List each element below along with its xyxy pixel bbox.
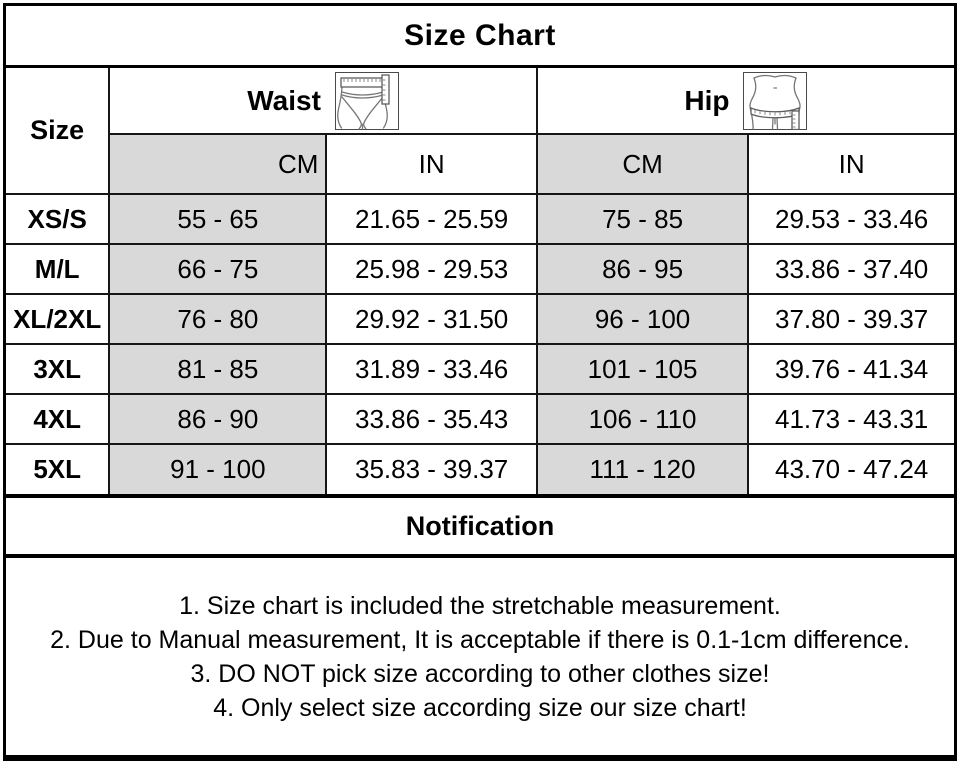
table-row: XS/S 55 - 65 21.65 - 25.59 75 - 85 29.53…	[4, 193, 955, 245]
hip-in-header: IN	[747, 133, 955, 195]
hip-in-cell: 29.53 - 33.46	[747, 193, 955, 245]
hip-in-cell: 41.73 - 43.31	[747, 393, 955, 445]
group-header-row: Size Waist	[4, 67, 956, 195]
page-title: Size Chart	[6, 6, 954, 68]
waist-measure-icon	[334, 71, 399, 130]
hip-cm-header: CM	[535, 133, 750, 195]
waist-cm-cell: 91 - 100	[108, 443, 328, 495]
waist-cm-cell: 86 - 90	[108, 393, 328, 445]
waist-cm-cell: 66 - 75	[108, 243, 328, 295]
hip-cm-cell: 111 - 120	[535, 443, 750, 495]
notification-title: Notification	[6, 494, 954, 558]
size-cell: 5XL	[4, 443, 111, 495]
hip-in-cell: 33.86 - 37.40	[747, 243, 955, 295]
size-chart-panel: Size Chart Size Waist	[3, 3, 957, 761]
waist-in-cell: 21.65 - 25.59	[325, 193, 538, 245]
hip-cm-cell: 106 - 110	[535, 393, 750, 445]
size-column-header: Size	[4, 67, 111, 195]
note-line: 2. Due to Manual measurement, It is acce…	[50, 625, 910, 654]
table-row: 3XL 81 - 85 31.89 - 33.46 101 - 105 39.7…	[4, 343, 955, 395]
notification-notes: 1. Size chart is included the stretchabl…	[6, 558, 954, 755]
hip-label: Hip	[684, 84, 730, 116]
note-line: 3. DO NOT pick size according to other c…	[190, 659, 770, 688]
hip-cm-cell: 75 - 85	[535, 193, 750, 245]
size-cell: 3XL	[4, 343, 111, 395]
table-row: 4XL 86 - 90 33.86 - 35.43 106 - 110 41.7…	[4, 393, 955, 445]
waist-in-cell: 25.98 - 29.53	[325, 243, 538, 295]
table-row: M/L 66 - 75 25.98 - 29.53 86 - 95 33.86 …	[4, 243, 955, 295]
hip-in-cell: 43.70 - 47.24	[747, 443, 955, 495]
note-line: 1. Size chart is included the stretchabl…	[179, 591, 781, 620]
waist-in-cell: 29.92 - 31.50	[325, 293, 538, 345]
size-cell: XL/2XL	[4, 293, 111, 345]
hip-in-cell: 39.76 - 41.34	[747, 343, 955, 395]
waist-in-header: IN	[325, 133, 538, 195]
note-line: 4. Only select size according size our s…	[213, 693, 747, 722]
hip-cm-cell: 86 - 95	[535, 243, 750, 295]
waist-cm-cell: 76 - 80	[108, 293, 328, 345]
waist-in-cell: 35.83 - 39.37	[325, 443, 538, 495]
hip-cm-cell: 96 - 100	[535, 293, 750, 345]
hip-header: Hip	[535, 67, 956, 135]
waist-cm-cell: 55 - 65	[108, 193, 328, 245]
unit-header-row: CM IN CM IN	[6, 133, 955, 195]
size-cell: 4XL	[4, 393, 111, 445]
size-cell: M/L	[4, 243, 111, 295]
waist-in-cell: 33.86 - 35.43	[325, 393, 538, 445]
table-row: 5XL 91 - 100 35.83 - 39.37 111 - 120 43.…	[4, 443, 955, 495]
hip-cm-cell: 101 - 105	[535, 343, 750, 395]
hip-measure-icon	[743, 71, 808, 130]
waist-cm-header: CM	[108, 133, 328, 195]
waist-header: Waist	[108, 67, 538, 135]
table-row: XL/2XL 76 - 80 29.92 - 31.50 96 - 100 37…	[4, 293, 955, 345]
waist-cm-cell: 81 - 85	[108, 343, 328, 395]
waist-in-cell: 31.89 - 33.46	[325, 343, 538, 395]
size-table: Size Waist	[4, 67, 956, 495]
hip-in-cell: 37.80 - 39.37	[747, 293, 955, 345]
size-cell: XS/S	[4, 193, 111, 245]
waist-label: Waist	[247, 84, 321, 116]
